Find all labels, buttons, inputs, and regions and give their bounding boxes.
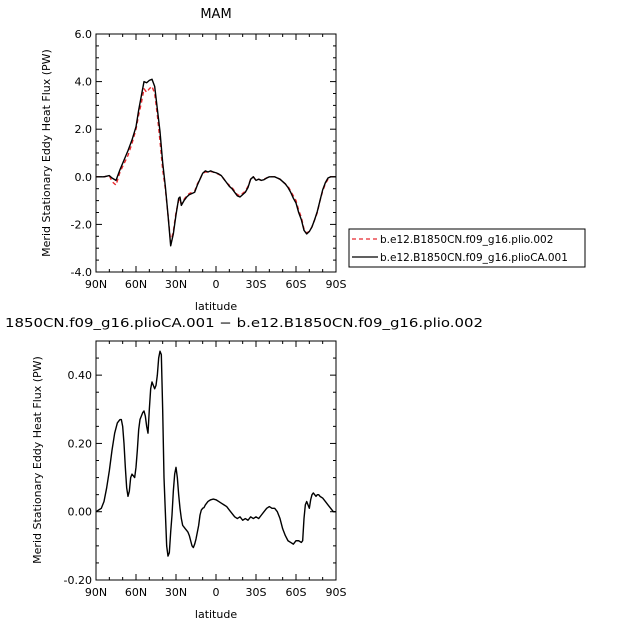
bottom-chart-title: 1850CN.f09_g16.plioCA.001 − b.e12.B1850C… <box>5 315 483 330</box>
top-y-tick-label: -2.0 <box>71 218 92 231</box>
top-x-tick-label: 90S <box>326 278 347 291</box>
bottom-y-tick-label: -0.20 <box>64 574 92 587</box>
legend-box <box>348 228 586 268</box>
bottom-x-tick-label: 0 <box>213 586 220 599</box>
top-x-axis-label: latitude <box>195 300 237 313</box>
top-x-tick-label: 60N <box>125 278 147 291</box>
top-panel: MAM 90N 60N 30N 0 30S 60S 90S -4.0 -2.0 0.0 2.0 4.0… <box>40 7 347 313</box>
bottom-y-tick-label: 0.40 <box>68 369 93 382</box>
legend-label-plioca-001: b.e12.B1850CN.f09_g16.plioCA.001 <box>380 252 568 264</box>
top-x-tick-label: 60S <box>286 278 307 291</box>
bottom-x-tick-label: 60N <box>125 586 147 599</box>
top-y-tick-label: -4.0 <box>71 266 92 279</box>
top-y-tick-label: 4.0 <box>75 76 93 89</box>
bottom-y-axis-label: Merid Stationary Eddy Heat Flux (PW) <box>31 356 44 564</box>
top-y-tick-label: 6.0 <box>75 28 93 41</box>
top-chart-title: MAM <box>200 7 231 22</box>
top-x-tick-label: 90N <box>85 278 107 291</box>
bottom-panel: 1850CN.f09_g16.plioCA.001 − b.e12.B1850C… <box>5 315 483 621</box>
legend: b.e12.B1850CN.f09_g16.plio.002 b.e12.B18… <box>348 228 586 268</box>
bottom-y-tick-label: 0.00 <box>68 506 93 519</box>
top-x-tick-label: 0 <box>213 278 220 291</box>
bottom-y-tick-label: 0.20 <box>68 437 93 450</box>
bottom-x-tick-label: 90N <box>85 586 107 599</box>
top-x-tick-label: 30S <box>246 278 267 291</box>
top-series-line-1 <box>96 78 336 247</box>
bottom-x-tick-label: 30S <box>246 586 267 599</box>
bottom-x-tick-label: 30N <box>165 586 187 599</box>
bottom-x-axis-label: latitude <box>195 608 237 621</box>
bottom-plot-frame <box>95 340 337 581</box>
bottom-x-tick-label: 90S <box>326 586 347 599</box>
top-y-tick-label: 0.0 <box>75 171 93 184</box>
bottom-series-line-0 <box>95 350 336 557</box>
top-y-tick-label: 2.0 <box>75 123 93 136</box>
top-series-line-0 <box>96 85 336 243</box>
legend-label-plio-002: b.e12.B1850CN.f09_g16.plio.002 <box>380 234 553 246</box>
top-x-tick-label: 30N <box>165 278 187 291</box>
bottom-x-tick-label: 60S <box>286 586 307 599</box>
top-plot-frame <box>95 33 337 273</box>
top-y-axis-label: Merid Stationary Eddy Heat Flux (PW) <box>40 49 53 257</box>
